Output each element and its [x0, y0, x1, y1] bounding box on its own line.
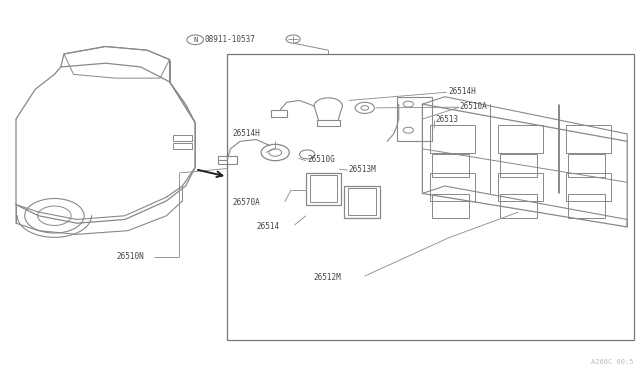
Bar: [498, 173, 543, 201]
Bar: [432, 154, 469, 177]
Text: 26510G: 26510G: [307, 155, 335, 164]
Bar: [306, 173, 341, 205]
Bar: [430, 173, 475, 201]
Text: 26514H: 26514H: [448, 87, 476, 96]
Bar: [432, 194, 469, 218]
Text: N: N: [193, 37, 197, 43]
Bar: [344, 186, 380, 218]
Bar: [566, 125, 611, 153]
Bar: [500, 154, 537, 177]
Bar: [271, 110, 287, 117]
Bar: [173, 135, 192, 141]
Text: A266C 00:5: A266C 00:5: [591, 359, 634, 365]
Bar: [227, 54, 634, 340]
Bar: [500, 194, 537, 218]
Text: 26514H: 26514H: [232, 129, 260, 138]
Bar: [218, 156, 237, 164]
Bar: [173, 143, 192, 149]
Text: 26512M: 26512M: [314, 273, 341, 282]
Text: 26514: 26514: [256, 222, 279, 231]
Bar: [317, 120, 340, 126]
Text: 26513M: 26513M: [349, 165, 376, 174]
Text: 26513: 26513: [435, 115, 458, 124]
Bar: [397, 97, 432, 141]
Text: 26510N: 26510N: [116, 252, 144, 261]
Text: 08911-10537: 08911-10537: [205, 35, 255, 44]
Text: 26570A: 26570A: [232, 198, 260, 207]
Bar: [568, 154, 605, 177]
Text: 26510A: 26510A: [460, 102, 487, 110]
Bar: [566, 173, 611, 201]
Bar: [498, 125, 543, 153]
Bar: [310, 175, 337, 202]
Bar: [430, 125, 475, 153]
Bar: [348, 188, 376, 215]
Bar: [568, 194, 605, 218]
